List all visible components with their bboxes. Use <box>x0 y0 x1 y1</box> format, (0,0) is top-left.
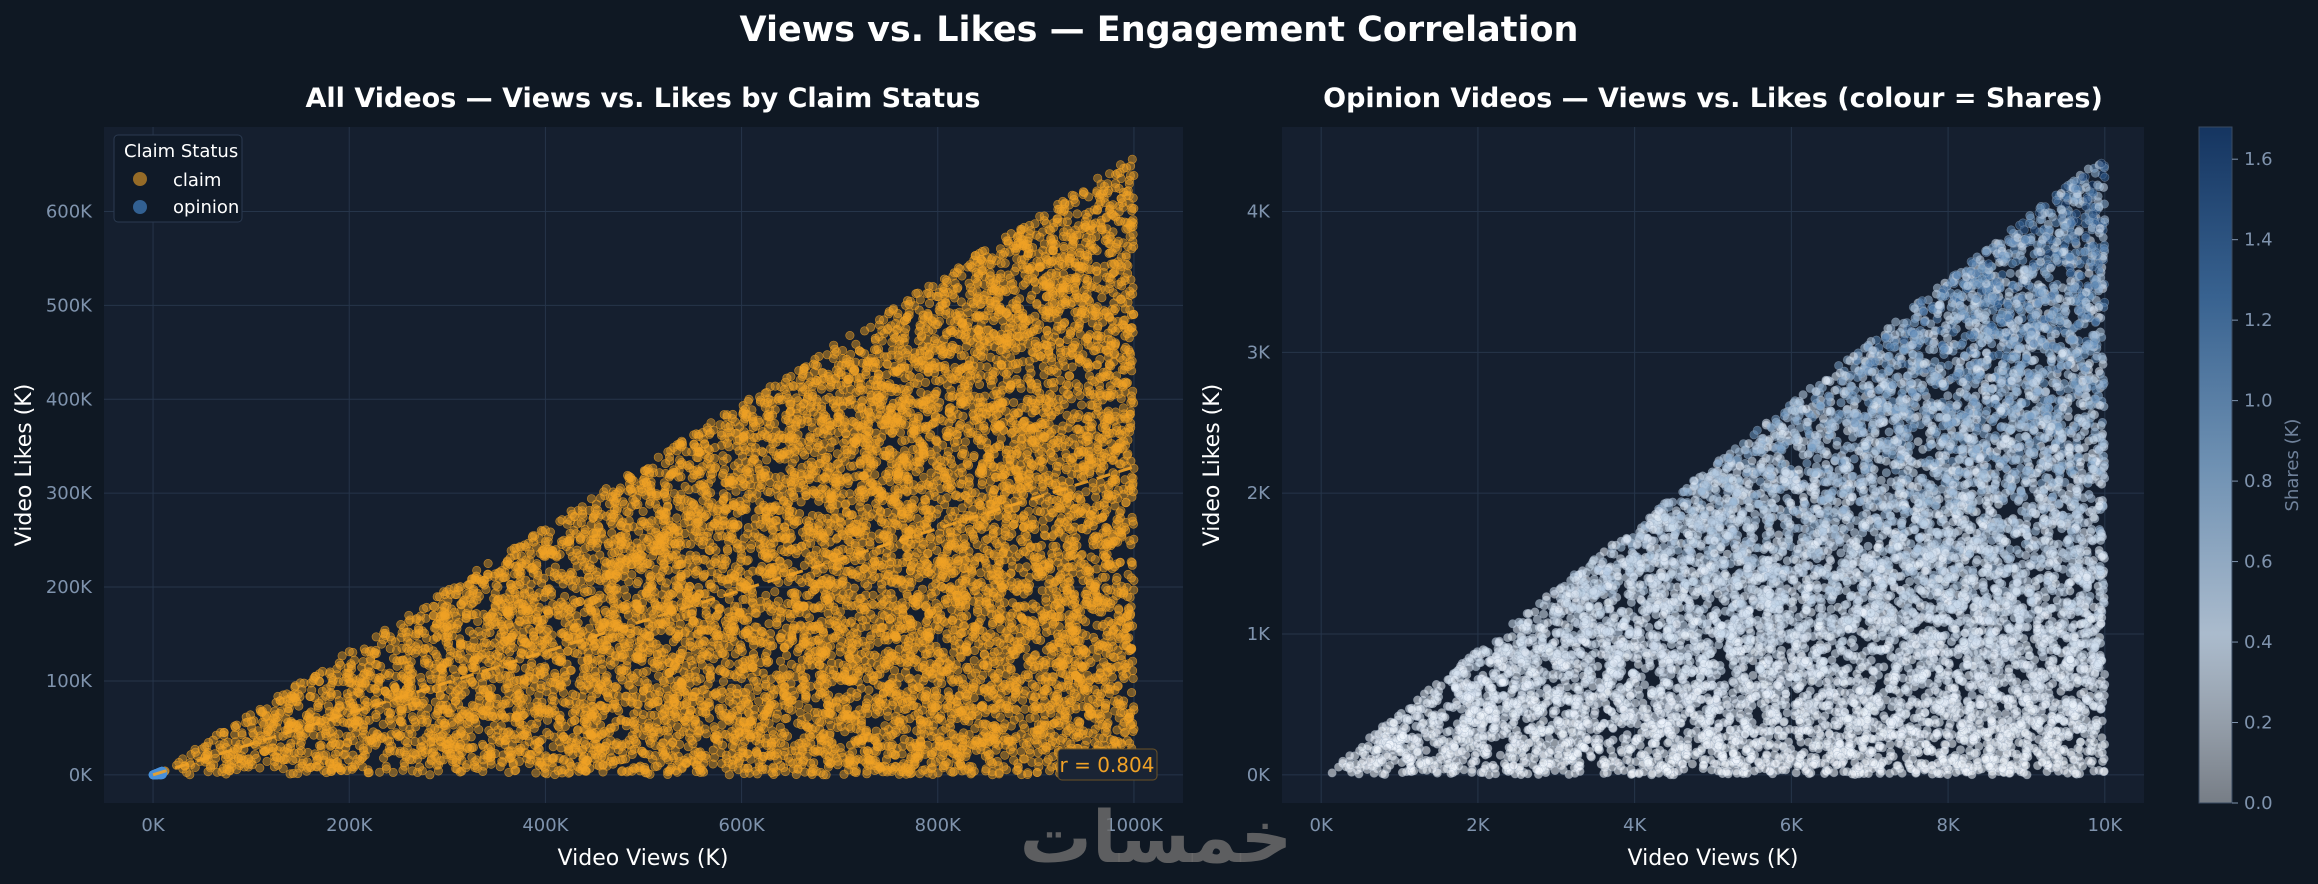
series-claim <box>156 154 1139 780</box>
data-point-claim <box>1116 160 1126 170</box>
chart-all-videos-title: All Videos — Views vs. Likes by Claim St… <box>306 83 981 114</box>
data-point-claim <box>638 506 648 516</box>
data-point-claim <box>560 591 570 601</box>
data-point-claim <box>592 567 602 577</box>
data-point-claim <box>720 658 730 668</box>
data-point-claim <box>1013 765 1023 775</box>
data-point-claim <box>1112 572 1122 582</box>
points-all-videos <box>148 154 1139 780</box>
data-point-claim <box>1009 398 1019 408</box>
data-point-claim <box>897 436 907 446</box>
data-point-claim <box>1125 232 1135 242</box>
data-point-claim <box>619 585 629 595</box>
data-point-claim <box>770 587 780 597</box>
data-point-claim <box>847 496 857 506</box>
data-point-claim <box>803 703 813 713</box>
data-point-claim <box>933 625 943 635</box>
data-point-claim <box>851 768 861 778</box>
data-point-claim <box>1067 362 1077 372</box>
data-point-claim <box>1093 173 1103 183</box>
data-point-claim <box>899 734 909 744</box>
data-point-claim <box>1059 243 1069 253</box>
data-point-claim <box>924 298 934 308</box>
data-point-claim <box>632 579 642 589</box>
data-point-claim <box>783 559 793 569</box>
data-point-claim <box>874 315 884 325</box>
figure-title: Views vs. Likes — Engagement Correlation <box>740 10 1579 50</box>
data-point-claim <box>993 694 1003 704</box>
data-point-claim <box>485 640 495 650</box>
data-point-claim <box>425 770 435 780</box>
data-point-claim <box>718 468 728 478</box>
data-point-claim <box>483 558 493 568</box>
data-point-claim <box>967 671 977 681</box>
data-point-claim <box>967 566 977 576</box>
data-point-claim <box>1072 209 1082 219</box>
data-point-claim <box>1030 682 1040 692</box>
data-point-claim <box>864 685 874 695</box>
data-point-claim <box>388 767 398 777</box>
data-point-claim <box>950 442 960 452</box>
data-point-claim <box>1006 568 1016 578</box>
data-point-claim <box>868 590 878 600</box>
data-point-claim <box>1024 672 1034 682</box>
data-point-claim <box>764 619 774 629</box>
data-point-claim <box>1018 511 1028 521</box>
data-point-claim <box>845 330 855 340</box>
data-point-claim <box>1103 585 1113 595</box>
data-point-claim <box>1127 154 1137 164</box>
data-point-claim <box>1009 755 1019 765</box>
data-point-claim <box>211 753 221 763</box>
data-point-claim <box>1032 635 1042 645</box>
data-point-claim <box>718 676 728 686</box>
data-point-claim <box>595 550 605 560</box>
data-point-claim <box>255 763 265 773</box>
data-point-claim <box>995 712 1005 722</box>
data-point-claim <box>1121 250 1131 260</box>
data-point-claim <box>839 769 849 779</box>
data-point-claim <box>1055 457 1065 467</box>
data-point-claim <box>780 714 790 724</box>
data-point-claim <box>858 395 868 405</box>
data-point-claim <box>1006 721 1016 731</box>
data-point-claim <box>568 689 578 699</box>
data-point-claim <box>653 452 663 462</box>
chart-all-videos: All Videos — Views vs. Likes by Claim St… <box>12 83 1183 871</box>
data-point-claim <box>665 626 675 636</box>
data-point-claim <box>932 437 942 447</box>
data-point-claim <box>765 487 775 497</box>
data-point-claim <box>542 715 552 725</box>
data-point-claim <box>435 592 445 602</box>
data-point-claim <box>416 672 426 682</box>
data-point-claim <box>946 766 956 776</box>
data-point-claim <box>803 712 813 722</box>
data-point-claim <box>1064 371 1074 381</box>
data-point-claim <box>288 768 298 778</box>
data-point-claim <box>383 707 393 717</box>
data-point-claim <box>866 322 876 332</box>
